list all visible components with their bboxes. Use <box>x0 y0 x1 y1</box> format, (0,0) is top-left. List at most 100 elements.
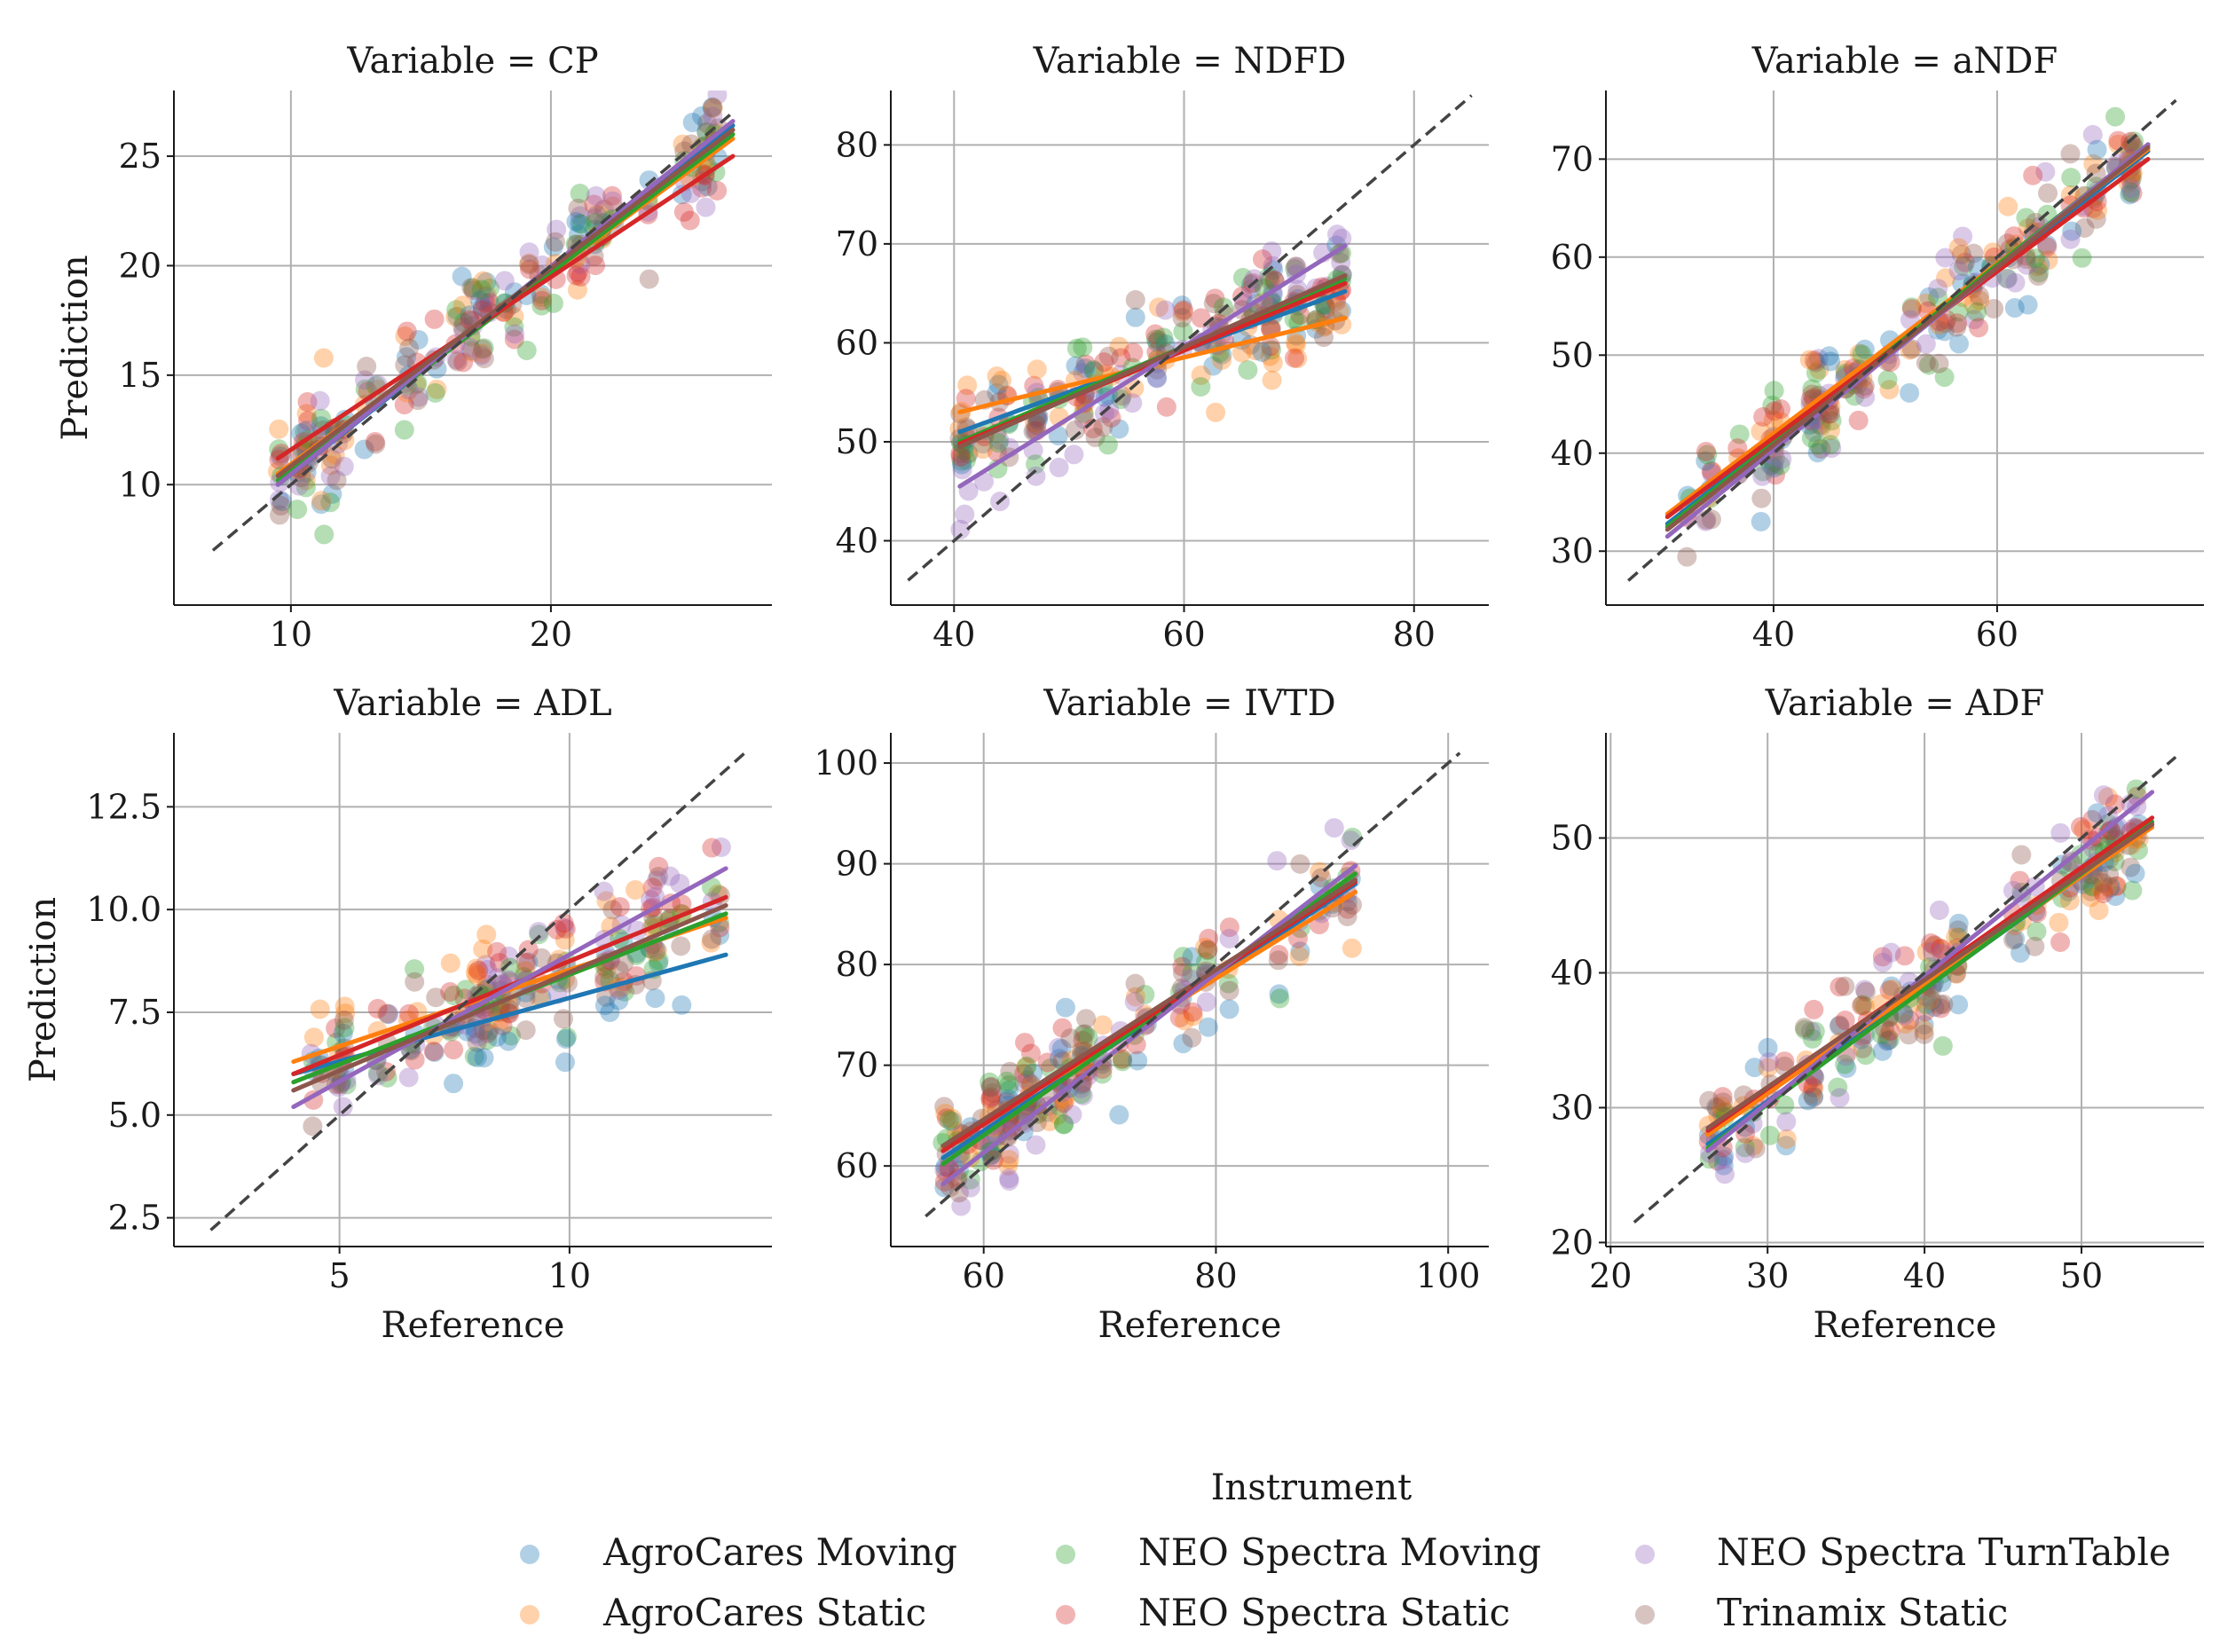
scatter-point-ags <box>1879 380 1900 400</box>
scatter-points <box>949 224 1352 539</box>
scatter-point-agm <box>1051 1039 1072 1059</box>
scatter-point-nes <box>691 177 712 198</box>
scatter-point-nem <box>2128 840 2148 861</box>
scatter-point-net <box>379 1003 399 1024</box>
scatter-point-net <box>1262 241 1282 262</box>
scatter-point-nem <box>956 450 977 470</box>
scatter-point-ags <box>473 939 493 959</box>
scatter-point-ags <box>325 444 345 465</box>
scatter-point-nes <box>1696 442 1716 462</box>
scatter-point-nes <box>1901 299 1922 319</box>
y-tick-label: 40 <box>836 522 878 561</box>
scatter-point-agm <box>2062 221 2082 241</box>
scatter-point-nem <box>1066 338 1087 358</box>
scatter-point-tri <box>303 1116 323 1137</box>
scatter-point-agm <box>1948 913 1969 933</box>
scatter-point-nem <box>1153 327 1174 348</box>
scatter-point-agm <box>467 1047 487 1067</box>
scatter-point-net <box>594 881 614 901</box>
scatter-point-agm <box>2125 863 2145 884</box>
y-tick-label: 30 <box>1551 531 1593 570</box>
scatter-point-nem <box>516 340 537 360</box>
x-tick-label: 20 <box>530 615 572 654</box>
scatter-point-agm <box>2005 929 2026 949</box>
x-tick-label: 40 <box>1903 1256 1946 1295</box>
scatter-point-nem <box>1098 435 1118 455</box>
legend-marker <box>1056 1545 1075 1564</box>
identity-line <box>907 94 1473 582</box>
scatter-point-nem <box>394 420 414 440</box>
scatter-point-agm <box>1219 999 1239 1019</box>
scatter-point-ags <box>1743 1136 1764 1156</box>
scatter-point-nes <box>463 280 484 301</box>
panels: 10 20 10 15 20 25 Variable = CP Prediction 40 60 8… <box>23 41 2204 1346</box>
scatter-point-net <box>409 387 429 407</box>
scatter-point-agm <box>1146 367 1167 388</box>
scatter-point-tri <box>1963 243 1984 264</box>
scatter-point-net <box>707 90 728 105</box>
scatter-point-nem <box>425 382 445 403</box>
scatter-point-nem <box>1808 435 1829 455</box>
scatter-point-agm <box>476 271 497 292</box>
scatter-point-ags <box>1246 341 1266 361</box>
y-tick-label: 60 <box>836 323 878 362</box>
scatter-point-tri <box>1260 270 1280 290</box>
scatter-point-nem <box>1805 1021 1825 1042</box>
scatter-point-ags <box>473 271 493 291</box>
scatter-point-nem <box>1261 340 1281 360</box>
scatter-point-nes <box>1804 999 1824 1019</box>
legend-marker <box>520 1545 539 1564</box>
scatter-point-net <box>1854 979 1875 1000</box>
scatter-point-nem <box>571 214 592 234</box>
scatter-point-tri <box>1065 420 1085 440</box>
grid <box>174 733 772 1247</box>
scatter-point-agm <box>1055 997 1075 1018</box>
scatter-point-ags <box>1016 1057 1036 1077</box>
scatter-point-net <box>398 1067 419 1088</box>
scatter-point-nem <box>1934 367 1955 388</box>
scatter-point-agm <box>1269 984 1289 1004</box>
scatter-point-net <box>1122 393 1143 413</box>
scatter-point-agm <box>672 185 692 205</box>
scatter-point-ags <box>1191 365 1211 385</box>
scatter-point-nes <box>515 953 536 973</box>
scatter-point-nem <box>939 1110 959 1130</box>
scatter-point-agm <box>2105 886 2126 907</box>
scatter-point-nes <box>707 180 728 201</box>
scatter-point-net <box>1829 1088 1850 1108</box>
scatter-point-net <box>1752 466 1773 486</box>
scatter-point-ags <box>1262 370 1282 390</box>
scatter-point-ags <box>2089 901 2109 921</box>
scatter-point-net <box>1735 1143 1756 1163</box>
scatter-point-agm <box>1714 1146 1735 1167</box>
x-tick-label: 40 <box>932 615 975 654</box>
scatter-point-agm <box>1922 990 1942 1011</box>
scatter-point-tri <box>1172 308 1192 328</box>
scatter-point-agm <box>1798 1090 1818 1111</box>
scatter-point-net <box>1048 1037 1068 1058</box>
identity-line <box>925 751 1461 1218</box>
scatter-point-agm <box>1764 458 1784 478</box>
scatter-point-net <box>670 873 690 893</box>
scatter-point-nes <box>586 256 606 276</box>
scatter-point-net <box>1332 228 1352 248</box>
scatter-point-nem <box>2071 845 2091 865</box>
scatter-point-nem <box>980 1142 1001 1162</box>
scatter-point-tri <box>703 97 723 117</box>
scatter-point-ags <box>476 285 497 305</box>
scatter-point-tri <box>1000 1061 1020 1082</box>
scatter-point-agm <box>1075 358 1096 379</box>
scatter-point-agm <box>1128 1050 1148 1071</box>
scatter-point-ags <box>2038 250 2058 271</box>
scatter-point-nem <box>479 278 500 298</box>
y-tick-label: 80 <box>836 125 878 164</box>
scatter-point-nem <box>1182 963 1202 983</box>
scatter-point-nes <box>1316 298 1336 319</box>
scatter-point-nem <box>1218 973 1239 994</box>
scatter-point-nem <box>1932 1035 1953 1056</box>
scatter-point-nes <box>1852 995 1872 1016</box>
scatter-point-tri <box>671 936 691 956</box>
scatter-point-nes <box>1053 1093 1074 1113</box>
data-layer <box>907 94 1473 582</box>
scatter-point-net <box>960 1177 980 1198</box>
